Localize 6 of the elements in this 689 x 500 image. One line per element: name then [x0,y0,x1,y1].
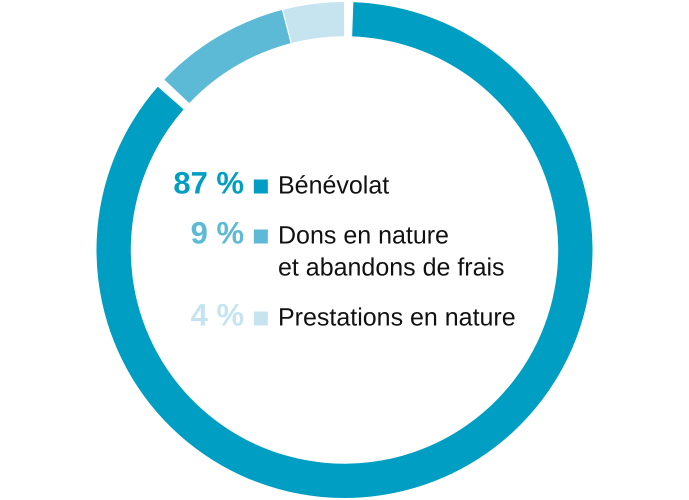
data-label: 87 % [173,166,244,201]
legend-label: Dons en nature et abandons de frais [278,220,506,284]
data-label: 4 % [190,297,244,332]
legend-label: Bénévolat [278,170,390,202]
legend-label: Prestations en nature [278,302,516,333]
data-label: 9 % [190,215,244,250]
